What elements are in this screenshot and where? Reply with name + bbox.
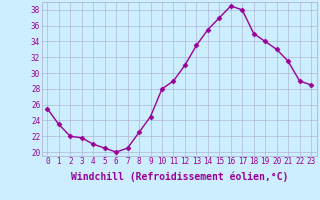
X-axis label: Windchill (Refroidissement éolien,°C): Windchill (Refroidissement éolien,°C): [70, 172, 288, 182]
